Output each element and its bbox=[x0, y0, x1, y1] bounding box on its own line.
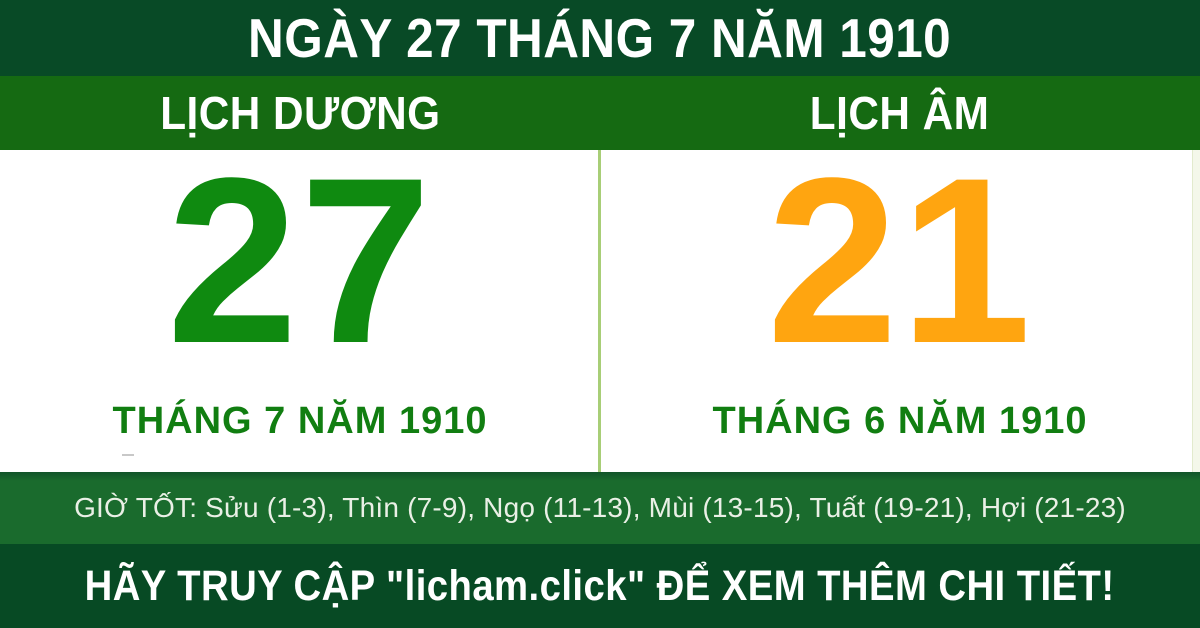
calendar-type-header: LỊCH DƯƠNG LỊCH ÂM bbox=[0, 76, 1200, 150]
solar-header-cell: LỊCH DƯƠNG bbox=[0, 76, 600, 150]
small-dash-mark bbox=[122, 454, 134, 456]
day-display-area: 27 THÁNG 7 NĂM 1910 21 THÁNG 6 NĂM 1910 bbox=[0, 129, 1200, 472]
lunar-calendar-label: LỊCH ÂM bbox=[810, 87, 990, 139]
lunar-day-column: 21 THÁNG 6 NĂM 1910 bbox=[600, 129, 1200, 472]
header-bar: NGÀY 27 THÁNG 7 NĂM 1910 bbox=[0, 0, 1200, 76]
good-hours-text: GIỜ TỐT: Sửu (1-3), Thìn (7-9), Ngọ (11-… bbox=[74, 492, 1126, 523]
footer-cta-text: HÃY TRUY CẬP "licham.click" ĐỂ XEM THÊM … bbox=[85, 561, 1115, 610]
solar-day-column: 27 THÁNG 7 NĂM 1910 bbox=[0, 129, 600, 472]
column-divider bbox=[598, 150, 601, 472]
right-edge-strip bbox=[1192, 150, 1200, 472]
footer-bar: HÃY TRUY CẬP "licham.click" ĐỂ XEM THÊM … bbox=[0, 544, 1200, 628]
lunar-day-number: 21 bbox=[766, 129, 1034, 393]
good-hours-bar: GIỜ TỐT: Sửu (1-3), Thìn (7-9), Ngọ (11-… bbox=[0, 472, 1200, 544]
page-title: NGÀY 27 THÁNG 7 NĂM 1910 bbox=[248, 7, 952, 69]
solar-day-number: 27 bbox=[166, 129, 434, 393]
solar-calendar-label: LỊCH DƯƠNG bbox=[159, 87, 441, 139]
lunar-month-year: THÁNG 6 NĂM 1910 bbox=[712, 400, 1088, 442]
lunar-header-cell: LỊCH ÂM bbox=[600, 76, 1200, 150]
solar-month-year: THÁNG 7 NĂM 1910 bbox=[112, 400, 488, 442]
